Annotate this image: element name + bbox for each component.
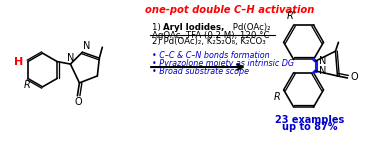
Text: H: H — [14, 57, 23, 67]
Text: up to 87%: up to 87% — [282, 123, 337, 132]
Text: 23 examples: 23 examples — [275, 115, 344, 125]
Text: • Broad substrate scope: • Broad substrate scope — [152, 67, 249, 76]
Text: N: N — [319, 66, 326, 76]
Text: R: R — [274, 92, 280, 102]
Text: O: O — [74, 97, 82, 107]
Text: • Pyrazolone moiety as intrinsic DG: • Pyrazolone moiety as intrinsic DG — [152, 59, 294, 68]
Text: R: R — [23, 80, 30, 90]
Text: N: N — [67, 53, 74, 63]
Text: 2) Pd(OAc)₂, K₂S₂O₈, K₂CO₃: 2) Pd(OAc)₂, K₂S₂O₈, K₂CO₃ — [152, 37, 266, 46]
Text: • C–C & C–N bonds formation: • C–C & C–N bonds formation — [152, 51, 270, 60]
Text: one-pot double C–H activation: one-pot double C–H activation — [145, 5, 314, 15]
Text: Aryl Iodides,: Aryl Iodides, — [163, 23, 225, 33]
Text: AgOAc, TFA (0.2 M), 120 °C: AgOAc, TFA (0.2 M), 120 °C — [152, 31, 270, 40]
Text: O: O — [350, 72, 358, 82]
Text: N: N — [84, 41, 91, 51]
Text: Pd(OAc)₂: Pd(OAc)₂ — [230, 23, 271, 33]
Text: R': R' — [287, 11, 296, 21]
Text: N: N — [319, 56, 326, 66]
Text: 1): 1) — [152, 23, 164, 33]
